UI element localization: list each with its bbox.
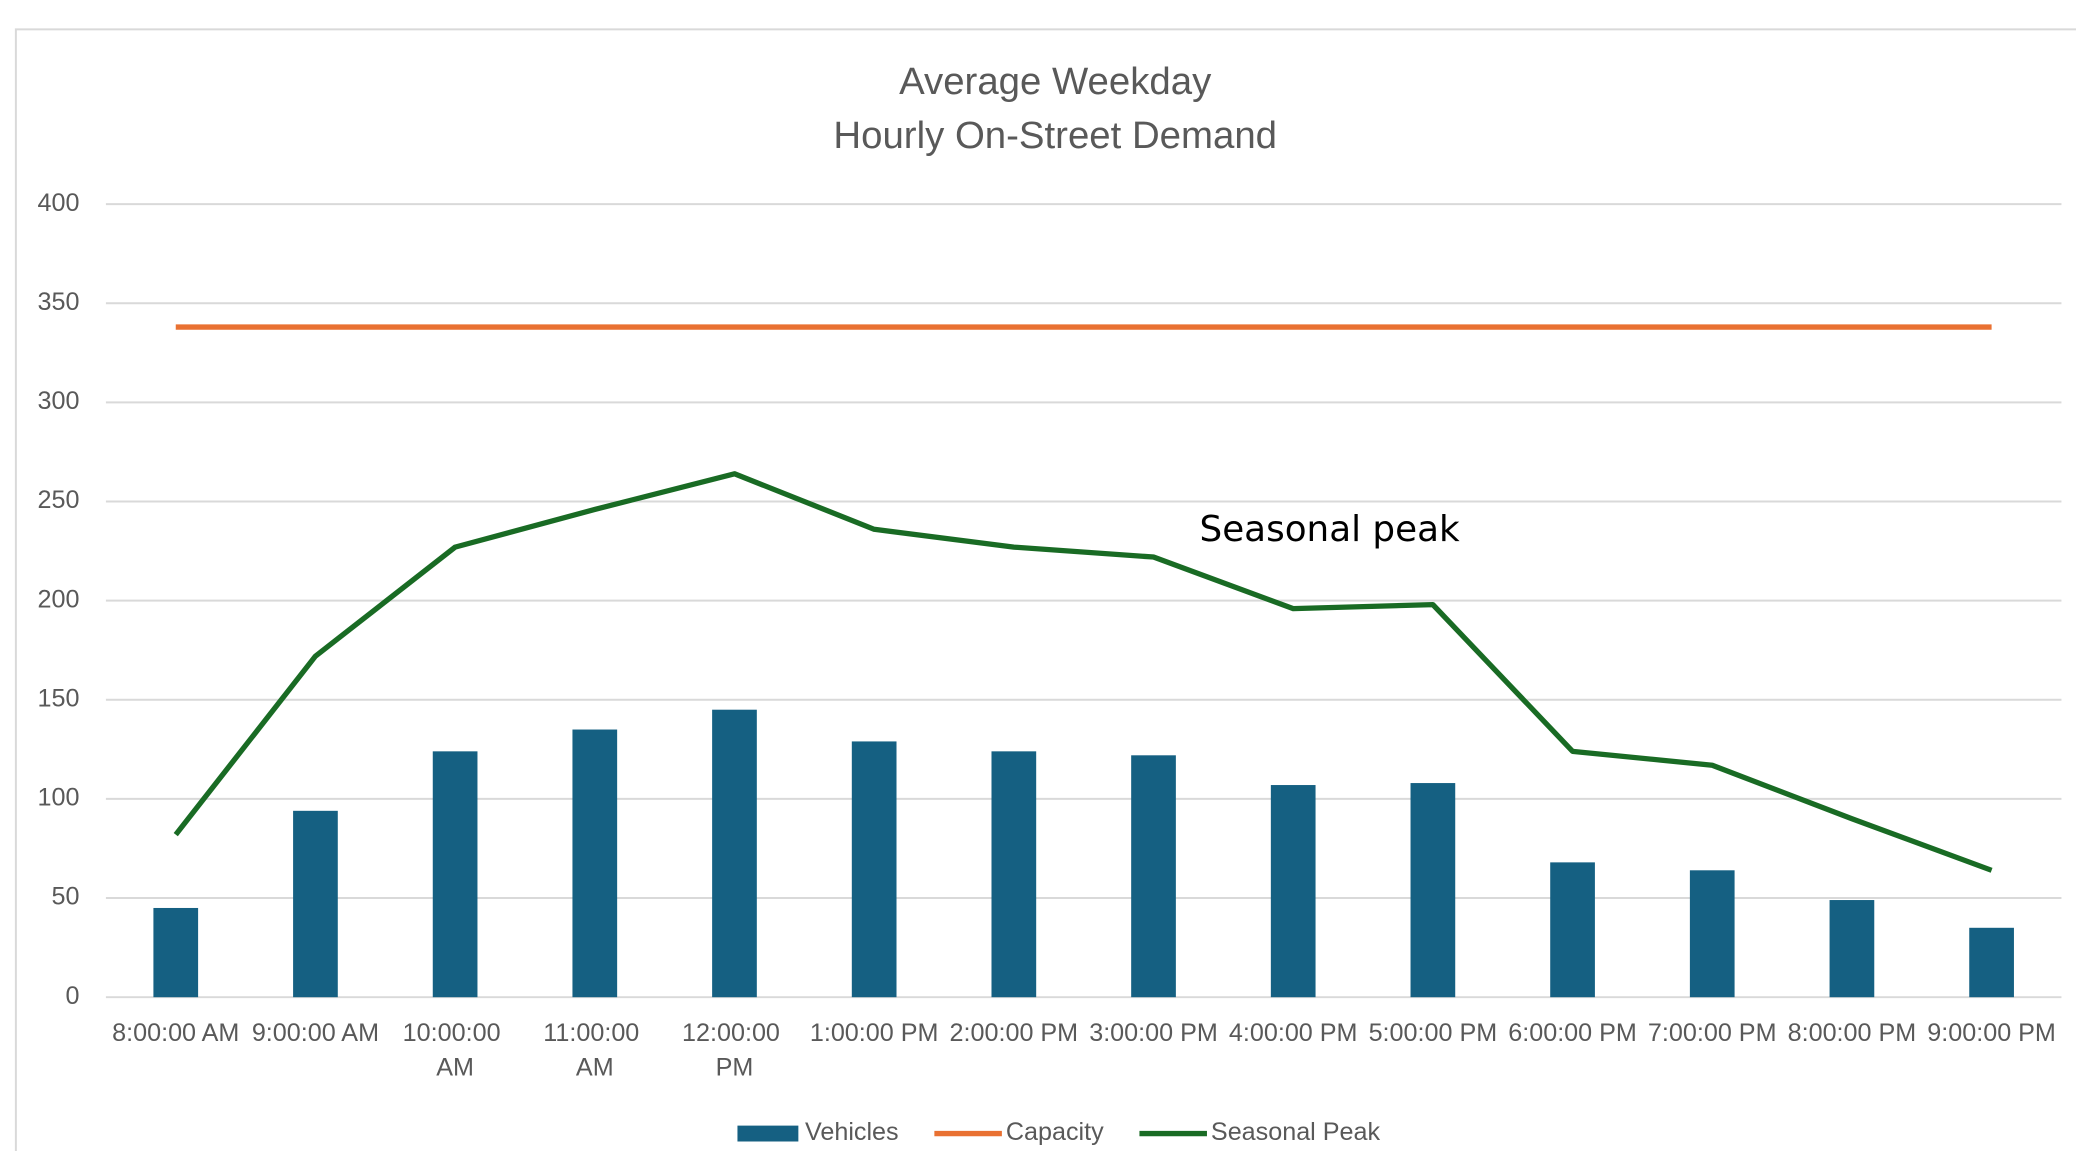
bar	[572, 729, 618, 998]
x-tick-label: 1:00:00 PM	[810, 1019, 939, 1047]
legend-label: Capacity	[1006, 1118, 1104, 1146]
x-tick-label: 8:00:00 PM	[1788, 1019, 1917, 1047]
y-tick-label: 200	[37, 585, 79, 613]
chart-title: Average Weekday	[899, 60, 1212, 103]
bar	[153, 907, 199, 998]
legend-label: Vehicles	[805, 1118, 899, 1146]
chart-title: Hourly On-Street Demand	[833, 114, 1277, 157]
chart-border	[14, 28, 2076, 1151]
y-tick-label: 0	[65, 982, 79, 1010]
y-tick-label: 250	[37, 486, 79, 514]
x-tick-label: 10:00:00 AM	[403, 1019, 508, 1081]
x-tick-label: 11:00:00 AM	[543, 1019, 646, 1081]
bar	[1550, 862, 1595, 998]
x-tick-label: 9:00:00 AM	[252, 1019, 379, 1047]
y-tick-label: 350	[37, 288, 79, 316]
bar	[1969, 927, 2014, 998]
bar	[432, 751, 478, 998]
bar	[1410, 783, 1456, 998]
y-tick-label: 150	[37, 684, 79, 712]
bar	[1270, 785, 1316, 998]
x-tick-label: 6:00:00 PM	[1508, 1019, 1637, 1047]
y-tick-label: 300	[37, 387, 79, 415]
y-tick-label: 100	[37, 784, 79, 812]
bar	[1131, 755, 1176, 998]
bar	[293, 810, 338, 998]
x-tick-label: 7:00:00 PM	[1648, 1019, 1777, 1047]
bar	[851, 741, 897, 998]
x-tick-label: 9:00:00 PM	[1927, 1019, 2056, 1047]
line	[173, 471, 1993, 873]
bar	[1829, 900, 1875, 998]
x-tick-label: 2:00:00 PM	[950, 1019, 1079, 1047]
x-tick-label: 5:00:00 PM	[1369, 1019, 1498, 1047]
x-tick-label: 3:00:00 PM	[1089, 1019, 1218, 1047]
bar	[991, 751, 1037, 998]
bar	[1689, 870, 1735, 998]
legend-label: Seasonal Peak	[1211, 1118, 1381, 1146]
y-tick-label: 50	[51, 883, 79, 911]
y-tick-label: 400	[37, 189, 79, 217]
annotation: Seasonal peak	[1200, 509, 1460, 550]
x-tick-label: 8:00:00 AM	[112, 1019, 239, 1047]
bar	[712, 709, 757, 998]
x-tick-label: 12:00:00 PM	[682, 1019, 787, 1081]
x-tick-label: 4:00:00 PM	[1229, 1019, 1358, 1047]
legend-swatch	[737, 1125, 799, 1142]
